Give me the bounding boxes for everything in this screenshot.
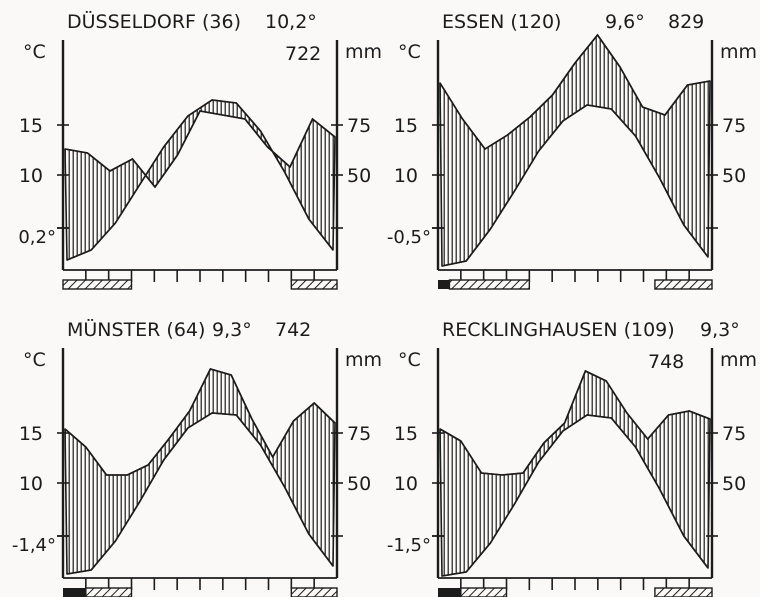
precip-unit-label: mm (345, 349, 382, 371)
precipitation-line (439, 369, 711, 476)
temperature-line (441, 414, 709, 577)
precip-tick-label: 75 (722, 423, 746, 445)
precip-unit-label: mm (720, 349, 757, 371)
precip-tick-label: 50 (722, 473, 746, 495)
humid-area (64, 368, 336, 575)
annual-precipitation: 742 (275, 319, 311, 341)
temp-tick-label: 15 (19, 115, 43, 137)
climate-panel-3: 15 10 -1,4° 75 50 °C mm MÜNSTER (64) (12, 318, 382, 597)
annual-temperature: 9,6° (605, 11, 645, 33)
frost-bar-end (290, 279, 338, 290)
annual-precipitation: 748 (648, 351, 684, 373)
humid-area (64, 99, 336, 261)
severe-frost-bar (438, 280, 450, 289)
temp-unit-label: °C (398, 349, 421, 371)
precip-tick-label: 50 (347, 165, 371, 187)
temp-tick-label: 10 (19, 473, 43, 495)
temp-unit-label: °C (23, 41, 46, 63)
precipitation-line (64, 368, 336, 476)
annual-temperature: 9,3° (212, 319, 252, 341)
frost-bar-end (654, 587, 713, 597)
frost-bar-start (460, 587, 508, 597)
climate-panel-2: 15 10 -0,5° 75 50 °C mm ESSEN (120) (387, 11, 757, 290)
temperature-line (66, 99, 334, 261)
temp-tick-label: 10 (394, 165, 418, 187)
frost-bar-start (62, 279, 133, 290)
precip-tick-label: 50 (722, 165, 746, 187)
temperature-line (66, 412, 334, 575)
severe-frost-bar (438, 588, 461, 597)
temperature-line (441, 104, 709, 267)
station-title: DÜSSELDORF (36) (67, 10, 241, 33)
frost-bar-end (654, 279, 713, 290)
humid-area (439, 370, 711, 577)
min-temp-label: -0,5° (387, 227, 431, 248)
temp-unit-label: °C (398, 41, 421, 63)
precip-tick-label: 75 (722, 115, 746, 137)
min-temp-label: 0,2° (18, 227, 56, 248)
frost-bar-end (290, 587, 338, 597)
min-temp-label: -1,4° (12, 535, 56, 556)
frost-bar-start (448, 279, 531, 290)
precip-unit-label: mm (720, 41, 757, 63)
precipitation-line (64, 110, 336, 189)
temp-tick-label: 15 (394, 423, 418, 445)
precipitation-line (439, 33, 711, 151)
station-title: ESSEN (120) (442, 11, 561, 33)
annual-temperature: 10,2° (265, 11, 317, 33)
precip-tick-label: 75 (347, 115, 371, 137)
min-temp-label: -1,5° (387, 535, 431, 556)
temp-tick-label: 10 (394, 473, 418, 495)
humid-area (439, 34, 711, 267)
climate-panel-4: 15 10 -1,5° 75 50 °C mm RECKLINGHAUSEN (109) (387, 319, 757, 597)
climate-panel-1: 15 10 0,2° 75 50 °C mm DÜSSELDORF (36) (18, 10, 382, 290)
precip-tick-label: 75 (347, 423, 371, 445)
temp-tick-label: 15 (19, 423, 43, 445)
precip-unit-label: mm (345, 41, 382, 63)
station-title: RECKLINGHAUSEN (109) (442, 319, 675, 341)
station-title: MÜNSTER (64) (67, 318, 205, 341)
temp-tick-label: 10 (19, 165, 43, 187)
severe-frost-bar (63, 588, 86, 597)
frost-bar-start (85, 587, 133, 597)
temp-unit-label: °C (23, 349, 46, 371)
annual-temperature: 9,3° (700, 319, 740, 341)
annual-precipitation: 722 (285, 43, 321, 65)
temp-tick-label: 15 (394, 115, 418, 137)
annual-precipitation: 829 (668, 11, 704, 33)
precip-tick-label: 50 (347, 473, 371, 495)
